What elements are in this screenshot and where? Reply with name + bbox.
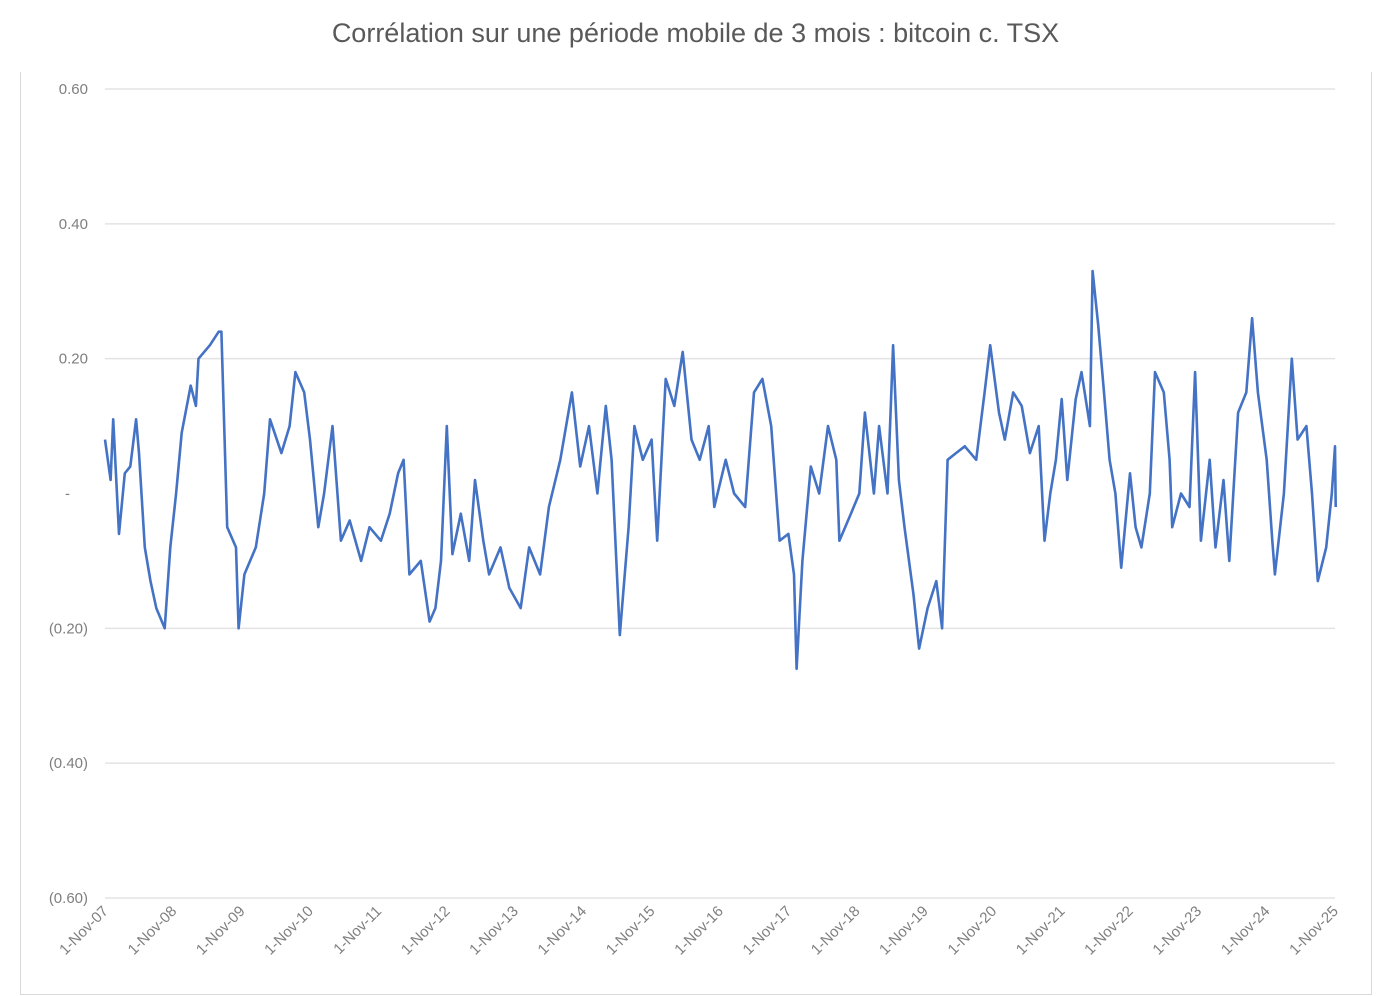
chart-title: Corrélation sur une période mobile de 3 … (331, 18, 1060, 48)
series-line (103, 269, 1337, 671)
y-tick-label: (0.40) (49, 755, 88, 772)
x-tick-label: 1-Nov-17 (740, 903, 796, 959)
y-tick-label: (0.20) (49, 620, 88, 637)
x-tick-label: 1-Nov-18 (808, 903, 864, 959)
x-tick-label: 1-Nov-20 (945, 903, 1001, 959)
gridlines (105, 88, 1335, 899)
x-tick-label: 1-Nov-07 (56, 903, 112, 959)
series-layer (103, 269, 1337, 671)
x-tick-label: 1-Nov-19 (876, 903, 932, 959)
x-tick-label: 1-Nov-10 (261, 903, 317, 959)
x-tick-label: 1-Nov-24 (1218, 903, 1274, 959)
x-tick-label: 1-Nov-25 (1286, 903, 1342, 959)
x-tick-label: 1-Nov-15 (603, 903, 659, 959)
x-tick-label: 1-Nov-09 (193, 903, 249, 959)
x-tick-label: 1-Nov-14 (535, 903, 591, 959)
x-tick-label: 1-Nov-11 (330, 903, 385, 958)
x-tick-label: 1-Nov-13 (466, 903, 522, 959)
y-axis-labels: 0.60 0.40 0.20 - (0.20) (0.40) (0.60) (49, 81, 88, 907)
chart-frame (20, 72, 1372, 995)
y-tick-label: (0.60) (49, 890, 88, 907)
x-tick-label: 1-Nov-22 (1081, 903, 1137, 959)
x-tick-label: 1-Nov-16 (671, 903, 727, 959)
x-tick-label: 1-Nov-23 (1149, 903, 1205, 959)
y-tick-label: 0.60 (59, 81, 88, 98)
x-axis-labels: 1-Nov-07 1-Nov-08 1-Nov-09 1-Nov-10 1-Nov-11… (56, 903, 1342, 959)
x-tick-label: 1-Nov-08 (125, 903, 181, 959)
y-tick-label: 0.40 (59, 216, 88, 233)
y-tick-label: - (65, 486, 70, 503)
x-tick-label: 1-Nov-21 (1013, 903, 1069, 959)
x-tick-label: 1-Nov-12 (398, 903, 454, 959)
y-tick-label: 0.20 (59, 351, 88, 368)
